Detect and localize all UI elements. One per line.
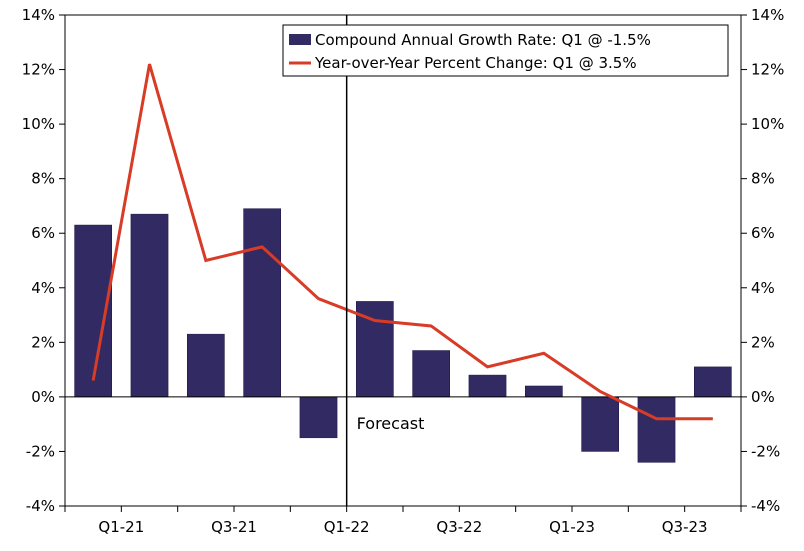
legend: Compound Annual Growth Rate: Q1 @ -1.5% … [282,24,729,77]
bar-Q3-21 [186,333,225,398]
x-axis: Q1-21 Q3-21 Q1-22 Q3-22 Q1-23 Q3-23 [64,506,742,536]
line-series [91,63,713,421]
y-tick-label-left: 0% [31,388,55,406]
bar-Q2-23 [581,396,620,452]
y-tick-label-left: 8% [31,170,55,188]
x-tick-label: Q1-23 [549,518,595,536]
y-tick-label-right: -2% [751,442,780,460]
y-tick-label-left: 12% [22,61,55,79]
y-tick-label-right: 2% [751,333,775,351]
y-axis-right: -4% -2% 0% 2% 4% 6% 8% 10% 12% 14% [741,6,784,515]
yoy-line [91,63,713,421]
y-tick-label-left: -4% [26,497,55,515]
x-tick-label: Q1-21 [98,518,144,536]
bar-Q1-22 [299,396,338,439]
y-tick-label-right: 10% [751,115,784,133]
plot-frame [64,14,742,507]
y-tick-label-left: 4% [31,279,55,297]
forecast-label: Forecast [357,414,425,433]
bar-Q4-21 [243,208,282,398]
legend-label-bar: Compound Annual Growth Rate: Q1 @ -1.5% [315,31,651,49]
bar-Q2-21 [130,213,169,398]
x-tick-label: Q3-22 [436,518,482,536]
y-tick-label-right: 6% [751,224,775,242]
bar-Q4-23 [693,366,732,398]
x-tick-label: Q3-23 [662,518,708,536]
y-tick-label-left: 10% [22,115,55,133]
y-axis-left: -4% -2% 0% 2% 4% 6% 8% 10% 12% 14% [22,6,65,515]
y-tick-label-right: 12% [751,61,784,79]
x-tick-label: Q3-21 [211,518,257,536]
bar-Q3-23 [637,396,676,463]
bar-Q2-22 [355,301,394,398]
legend-box [282,24,729,77]
bar-series [74,208,732,463]
legend-label-line: Year-over-Year Percent Change: Q1 @ 3.5% [314,54,637,72]
legend-swatch-bar [289,34,311,45]
bar-Q4-22 [468,374,507,398]
y-tick-label-left: 2% [31,333,55,351]
bar-Q1-23 [524,385,563,398]
x-tick-label: Q1-22 [324,518,370,536]
y-tick-label-right: -4% [751,497,780,515]
y-tick-label-right: 14% [751,6,784,24]
y-tick-label-left: 14% [22,6,55,24]
y-tick-label-right: 0% [751,388,775,406]
y-tick-label-left: -2% [26,442,55,460]
y-tick-label-right: 4% [751,279,775,297]
y-tick-label-left: 6% [31,224,55,242]
y-tick-label-right: 8% [751,170,775,188]
bar-Q3-22 [412,350,451,398]
